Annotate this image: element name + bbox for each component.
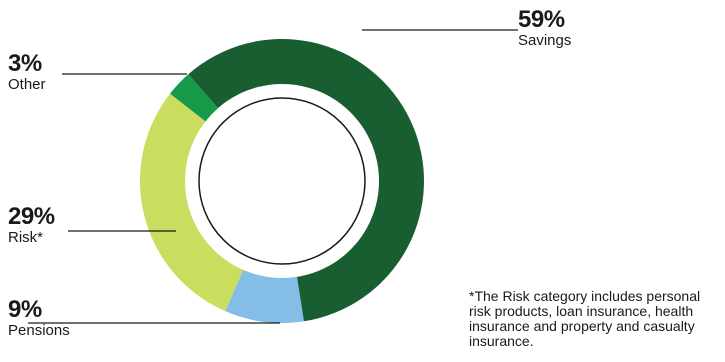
slice-risk [139,93,244,312]
slice-pensions [225,269,304,324]
risk-name: Risk* [8,229,44,246]
other-percentage: 3% [8,50,42,77]
risk-footnote: *The Risk category includes personal ris… [469,288,701,349]
pensions-percentage: 9% [8,296,42,323]
label-other: 3% Other [8,50,46,93]
pensions-name: Pensions [8,322,70,339]
label-savings: 59% Savings [518,6,572,49]
label-pensions: 9% Pensions [8,296,70,339]
slice-other [170,74,219,122]
savings-name: Savings [518,32,572,49]
risk-percentage: 29% [8,203,55,230]
label-risk: 29% Risk* [8,203,55,246]
other-name: Other [8,76,46,93]
savings-percentage: 59% [518,6,565,33]
donut-inner-ring [198,97,366,265]
slice-savings [188,39,424,322]
